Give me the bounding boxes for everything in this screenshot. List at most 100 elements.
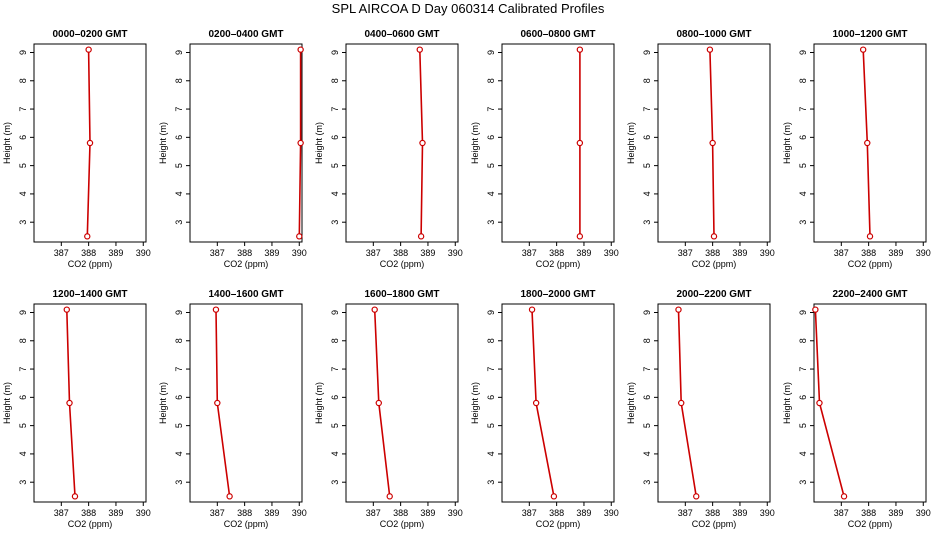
y-axis-label: Height (m) (470, 122, 480, 164)
y-tick-label: 6 (174, 135, 184, 140)
plot-frame (345, 303, 459, 503)
panel-6: 1000–1200 GMT 387 388 389 390 CO2 (ppm) 3 4 5 6 7 8… (782, 29, 931, 269)
x-tick-label: 388 (549, 508, 564, 518)
panel-title: 0200–0400 GMT (208, 29, 283, 40)
data-point (710, 233, 718, 240)
x-tick-label: 390 (448, 508, 463, 518)
plot-frame (657, 43, 771, 243)
data-point (212, 306, 220, 313)
data-point (66, 399, 73, 407)
x-axis-label: CO2 (ppm) (380, 259, 425, 269)
y-axis-label: Height (m) (2, 382, 12, 424)
y-tick-label: 5 (18, 423, 28, 428)
y-tick-label: 9 (642, 50, 652, 55)
y-tick-label: 3 (174, 480, 184, 485)
data-point (678, 399, 685, 407)
x-tick-label: 390 (292, 248, 307, 258)
x-tick-label: 387 (210, 248, 225, 258)
y-tick-label: 6 (798, 135, 808, 140)
y-axis-label: Height (m) (158, 382, 168, 424)
panel-7: 1200–1400 GMT 387 388 389 390 CO2 (ppm) 3 4 5 6 7 8… (2, 289, 151, 529)
y-tick-label: 3 (18, 480, 28, 485)
plot-frame (33, 43, 147, 243)
y-axis-label: Height (m) (314, 122, 324, 164)
data-point (416, 46, 423, 53)
y-tick-label: 5 (330, 163, 340, 168)
y-tick-label: 6 (18, 395, 28, 400)
x-tick-label: 388 (237, 248, 252, 258)
data-point (859, 46, 867, 53)
y-tick-label: 6 (330, 395, 340, 400)
panel-3: 0400–0600 GMT 387 388 389 390 CO2 (ppm) 3 4 5 6 7 8… (314, 29, 463, 269)
y-tick-label: 6 (642, 135, 652, 140)
y-tick-label: 7 (330, 107, 340, 112)
x-tick-label: 389 (576, 508, 591, 518)
y-tick-label: 8 (642, 338, 652, 343)
x-tick-label: 390 (916, 508, 931, 518)
y-tick-label: 6 (486, 135, 496, 140)
y-tick-label: 8 (174, 338, 184, 343)
panel-2: 0200–0400 GMT 387 388 389 390 CO2 (ppm) 3 4 5 6 7 8… (158, 29, 307, 269)
figure-title: SPL AIRCOA D Day 060314 Calibrated Profi… (331, 1, 605, 16)
x-tick-label: 390 (292, 508, 307, 518)
y-tick-label: 5 (174, 163, 184, 168)
y-tick-label: 3 (330, 220, 340, 225)
data-point (709, 139, 716, 147)
data-point (417, 233, 425, 240)
y-tick-label: 7 (798, 107, 808, 112)
y-tick-label: 8 (642, 78, 652, 83)
y-tick-label: 3 (798, 480, 808, 485)
x-tick-label: 387 (522, 508, 537, 518)
y-tick-label: 4 (330, 451, 340, 456)
data-point (866, 233, 874, 240)
y-axis-label: Height (m) (314, 382, 324, 424)
y-tick-label: 5 (486, 423, 496, 428)
y-tick-label: 8 (486, 338, 496, 343)
data-point (576, 233, 584, 240)
x-tick-label: 387 (834, 508, 849, 518)
x-tick-label: 389 (888, 248, 903, 258)
y-tick-label: 8 (330, 78, 340, 83)
y-tick-label: 6 (486, 395, 496, 400)
y-tick-label: 5 (798, 423, 808, 428)
y-tick-label: 9 (330, 310, 340, 315)
x-tick-label: 389 (108, 508, 123, 518)
y-tick-label: 5 (798, 163, 808, 168)
panel-title: 2200–2400 GMT (832, 289, 907, 300)
y-tick-label: 4 (642, 451, 652, 456)
panel-4: 0600–0800 GMT 387 388 389 390 CO2 (ppm) 3 4 5 6 7 8… (470, 29, 619, 269)
y-tick-label: 9 (486, 310, 496, 315)
y-tick-label: 4 (174, 451, 184, 456)
data-point (840, 493, 848, 500)
y-axis-label: Height (m) (626, 122, 636, 164)
y-tick-label: 7 (174, 107, 184, 112)
x-tick-label: 388 (705, 508, 720, 518)
x-tick-label: 389 (108, 248, 123, 258)
y-tick-label: 3 (18, 220, 28, 225)
panel-title: 0800–1000 GMT (676, 29, 751, 40)
x-tick-label: 389 (576, 248, 591, 258)
x-axis-label: CO2 (ppm) (536, 519, 581, 529)
panel-1: 0000–0200 GMT 387 388 389 390 CO2 (ppm) 3 4 5 6 7 8… (2, 29, 151, 269)
y-tick-label: 4 (18, 191, 28, 196)
y-tick-label: 8 (798, 338, 808, 343)
panel-9: 1600–1800 GMT 387 388 389 390 CO2 (ppm) 3 4 5 6 7 8… (314, 289, 463, 529)
panel-10: 1800–2000 GMT 387 388 389 390 CO2 (ppm) 3 4 5 6 7 8… (470, 289, 619, 529)
y-tick-label: 9 (18, 310, 28, 315)
panel-title: 2000–2200 GMT (676, 289, 751, 300)
x-tick-label: 390 (604, 248, 619, 258)
x-tick-label: 388 (393, 508, 408, 518)
y-axis-label: Height (m) (782, 382, 792, 424)
data-point (214, 399, 221, 407)
x-tick-label: 388 (81, 248, 96, 258)
x-axis-label: CO2 (ppm) (848, 519, 893, 529)
data-point (226, 493, 233, 500)
y-tick-label: 3 (486, 220, 496, 225)
y-tick-label: 5 (18, 163, 28, 168)
x-tick-label: 389 (888, 508, 903, 518)
data-point (864, 139, 871, 147)
y-axis-label: Height (m) (470, 382, 480, 424)
y-tick-label: 9 (330, 50, 340, 55)
x-tick-label: 387 (54, 508, 69, 518)
